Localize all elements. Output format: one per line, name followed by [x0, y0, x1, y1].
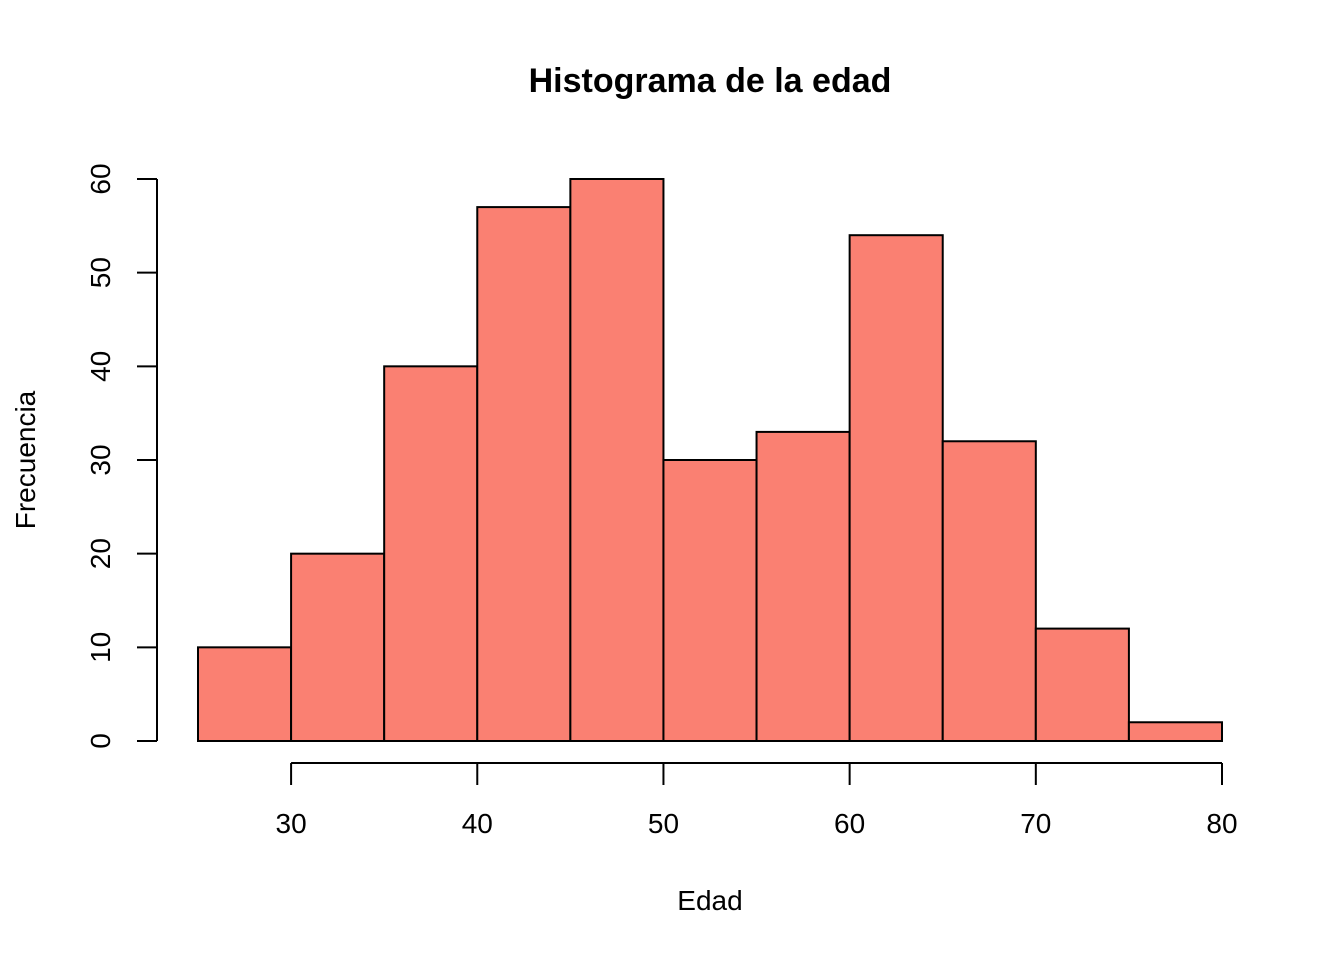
histogram-bar-45-50 — [569, 178, 665, 742]
y-tick-label-10: 10 — [85, 632, 116, 663]
x-tick-label-30: 30 — [276, 808, 307, 839]
histogram-bar-35-40 — [383, 365, 479, 742]
histogram-bar-30-35 — [290, 552, 386, 743]
x-axis-label: Edad — [677, 885, 742, 916]
histogram-bar-75-80 — [1127, 721, 1223, 742]
histogram-bar-65-70 — [941, 440, 1037, 742]
chart-title: Histograma de la edad — [529, 62, 892, 100]
x-axis: 30 40 50 60 70 80 — [276, 762, 1238, 839]
x-tick-label-60: 60 — [834, 808, 865, 839]
y-axis-label: Frecuencia — [10, 390, 41, 529]
x-tick-label-50: 50 — [648, 808, 679, 839]
y-tick-label-50: 50 — [85, 257, 116, 288]
y-tick-label-60: 60 — [85, 163, 116, 194]
histogram-bar-50-55 — [662, 459, 758, 742]
x-tick-label-70: 70 — [1020, 808, 1051, 839]
histogram-bar-55-60 — [755, 430, 851, 742]
histogram-bar-60-65 — [848, 234, 944, 742]
y-tick-label-30: 30 — [85, 444, 116, 475]
x-tick-label-80: 80 — [1206, 808, 1237, 839]
bars-group — [197, 178, 1223, 743]
histogram-bar-40-45 — [476, 206, 572, 743]
histogram-bar-70-75 — [1034, 627, 1130, 742]
y-tick-label-0: 0 — [85, 733, 116, 749]
histogram-bar-25-30 — [197, 646, 293, 742]
x-tick-label-40: 40 — [462, 808, 493, 839]
y-tick-label-40: 40 — [85, 351, 116, 382]
y-axis: 0 10 20 30 40 50 60 — [85, 163, 158, 749]
y-tick-label-20: 20 — [85, 538, 116, 569]
